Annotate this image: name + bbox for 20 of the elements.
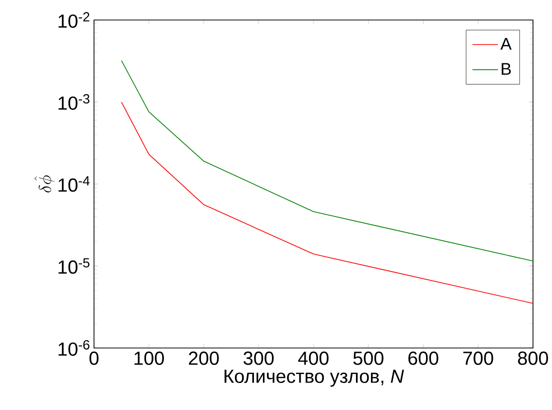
y-tick-label: 10$^{-2}$ <box>58 12 90 28</box>
x-tick-label: 400 <box>298 352 329 365</box>
y-tick-label: 10$^{-3}$ <box>58 94 90 110</box>
legend-label: A <box>500 38 512 50</box>
y-axis-title: $\delta\hat{\phi}$ <box>34 175 54 192</box>
y-tick-label: 10$^{-4}$ <box>58 176 90 192</box>
x-axis-title: Количество узлов, N <box>224 370 404 387</box>
line-series <box>121 102 533 304</box>
x-tick-label: 800 <box>518 352 548 365</box>
x-tick-label: 300 <box>244 352 274 365</box>
y-tick-label: 10$^{-6}$ <box>58 340 90 356</box>
line-series <box>121 60 533 262</box>
x-tick-label: 500 <box>353 352 384 365</box>
x-tick-label: 600 <box>408 352 438 365</box>
y-tick-label: 10$^{-5}$ <box>58 258 90 274</box>
x-tick-label: 0 <box>89 352 99 365</box>
x-tick-label: 200 <box>188 352 219 365</box>
x-tick-label: 700 <box>463 352 494 365</box>
x-tick-label: 100 <box>134 352 164 365</box>
legend-label: B <box>502 63 511 75</box>
